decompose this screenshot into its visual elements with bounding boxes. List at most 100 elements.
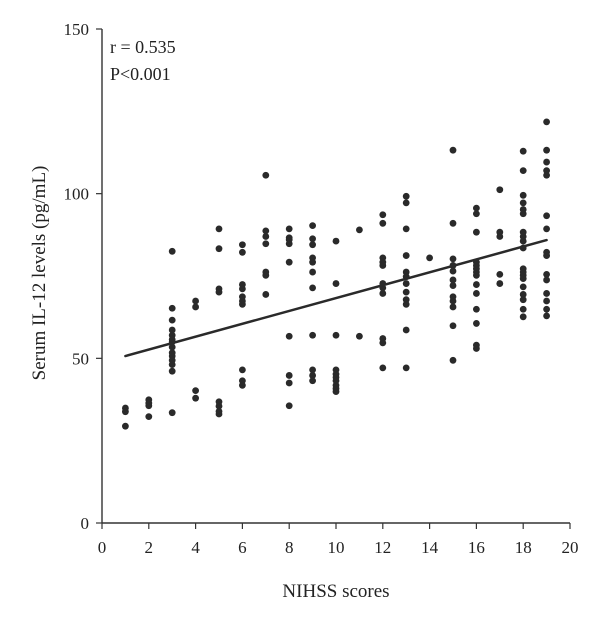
x-tick-label: 4 — [191, 538, 200, 557]
data-point — [473, 228, 480, 236]
data-point — [543, 252, 550, 259]
data-point — [192, 303, 200, 311]
data-point — [262, 171, 270, 179]
x-tick-label: 2 — [145, 538, 154, 557]
data-point — [496, 186, 504, 194]
data-point — [215, 410, 223, 418]
data-point — [426, 254, 433, 262]
data-point — [496, 270, 504, 278]
data-point — [473, 204, 480, 212]
data-point — [449, 297, 457, 305]
data-point — [519, 296, 527, 304]
data-point — [402, 199, 410, 207]
x-tick-label: 18 — [515, 538, 532, 557]
data-point — [168, 326, 176, 334]
data-point — [262, 227, 270, 235]
data-point — [332, 331, 340, 339]
y-tick-label: 100 — [64, 185, 90, 204]
data-point — [402, 252, 410, 259]
data-point — [379, 339, 387, 347]
data-point — [239, 300, 246, 308]
y-axis-ticks: 0 50 100 150 — [64, 20, 102, 533]
data-point — [309, 284, 316, 292]
data-point — [449, 276, 457, 284]
x-axis-ticks: 0 2 4 6 8 10 12 14 16 18 20 — [98, 523, 579, 557]
data-point — [519, 191, 527, 199]
data-point — [519, 147, 527, 155]
data-point — [332, 388, 340, 395]
data-point — [449, 255, 457, 263]
data-point — [519, 210, 527, 218]
data-point — [215, 288, 223, 296]
data-point — [543, 158, 550, 166]
data-point — [519, 313, 527, 321]
data-point — [473, 320, 480, 327]
data-point — [145, 413, 153, 421]
data-point — [285, 379, 293, 387]
data-point — [543, 270, 550, 278]
data-point — [543, 212, 550, 220]
data-point — [145, 396, 153, 404]
data-point — [496, 280, 504, 287]
data-point — [192, 297, 200, 305]
data-point — [543, 290, 550, 297]
data-point — [449, 303, 457, 311]
data-point — [262, 271, 270, 279]
data-point — [519, 199, 527, 207]
data-point — [473, 345, 480, 352]
data-point — [285, 240, 293, 248]
data-point — [332, 237, 340, 245]
data-point — [519, 305, 527, 313]
data-point — [379, 262, 387, 269]
x-tick-label: 10 — [328, 538, 345, 557]
data-point — [168, 316, 176, 324]
data-point — [449, 322, 457, 330]
data-point — [309, 241, 316, 249]
data-point — [285, 372, 293, 379]
data-point — [168, 367, 176, 375]
data-point — [356, 226, 363, 234]
data-point — [473, 305, 480, 313]
data-point — [473, 290, 480, 297]
data-point — [473, 210, 480, 218]
data-point — [262, 233, 270, 240]
data-point — [285, 225, 293, 233]
x-tick-label: 6 — [238, 538, 247, 557]
data-point — [449, 267, 457, 275]
data-point — [402, 192, 410, 200]
data-point — [402, 225, 410, 233]
data-point — [449, 146, 457, 154]
data-point — [309, 377, 316, 385]
correlation-annotation: r = 0.535 — [110, 37, 176, 57]
data-point — [402, 280, 410, 287]
data-point — [543, 312, 550, 320]
data-point — [379, 364, 387, 372]
data-point — [543, 171, 550, 179]
data-point — [543, 225, 550, 233]
x-tick-label: 20 — [562, 538, 579, 557]
data-point — [356, 332, 363, 340]
data-points — [122, 118, 550, 430]
x-tick-label: 12 — [374, 538, 391, 557]
data-point — [543, 297, 550, 305]
data-point — [543, 118, 550, 126]
x-tick-label: 16 — [468, 538, 485, 557]
data-point — [122, 422, 129, 430]
data-point — [239, 248, 246, 256]
p-value-annotation: P<0.001 — [110, 64, 171, 84]
data-point — [543, 146, 550, 154]
data-point — [543, 276, 550, 284]
data-point — [192, 394, 200, 402]
data-point — [543, 305, 550, 313]
data-point — [402, 300, 410, 308]
data-point — [309, 366, 316, 374]
data-point — [122, 404, 129, 412]
data-point — [309, 258, 316, 266]
data-point — [285, 332, 293, 340]
data-point — [379, 211, 387, 219]
regression-line — [124, 238, 548, 358]
data-point — [473, 271, 480, 279]
x-tick-label: 14 — [421, 538, 439, 557]
data-point — [379, 290, 387, 297]
data-point — [168, 343, 176, 351]
